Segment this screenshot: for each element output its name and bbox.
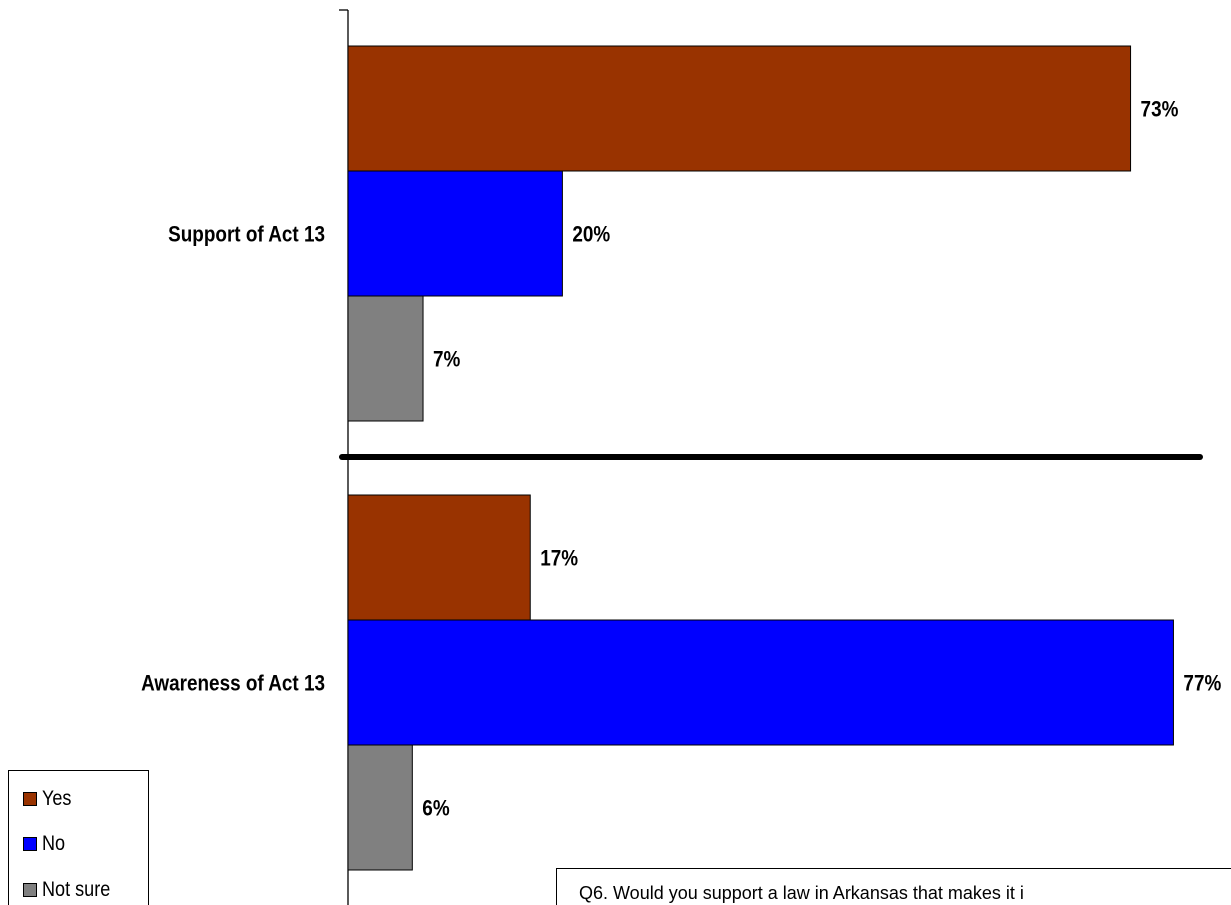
data-label-yes-1: 73% <box>1141 97 1179 122</box>
legend-label-no: No <box>42 832 66 855</box>
legend-swatch-no <box>23 837 37 851</box>
category-label-1: Support of Act 13 <box>168 222 325 247</box>
legend-swatch-yes <box>23 792 37 806</box>
bar-not-sure-2 <box>347 744 413 871</box>
legend-label-yes: Yes <box>42 787 72 810</box>
legend-item-not-sure: Not sure <box>23 875 121 905</box>
data-label-not-sure-2: 6% <box>422 796 449 821</box>
data-label-not-sure-1: 7% <box>433 347 460 372</box>
data-label-no-1: 20% <box>572 222 610 247</box>
legend: Yes No Not sure <box>8 770 149 905</box>
legend-item-no: No <box>23 829 69 859</box>
data-label-no-2: 77% <box>1183 671 1221 696</box>
question-note: Q6. Would you support a law in Arkansas … <box>556 868 1231 905</box>
bar-yes-1 <box>347 45 1132 172</box>
bar-yes-2 <box>347 494 531 621</box>
legend-swatch-not-sure <box>23 883 37 897</box>
legend-label-not-sure: Not sure <box>42 878 111 901</box>
bar-no-1 <box>347 170 563 297</box>
category-label-2: Awareness of Act 13 <box>141 671 325 696</box>
bar-no-2 <box>347 619 1174 746</box>
bar-not-sure-1 <box>347 295 424 422</box>
legend-item-yes: Yes <box>23 784 76 814</box>
data-label-yes-2: 17% <box>540 546 578 571</box>
